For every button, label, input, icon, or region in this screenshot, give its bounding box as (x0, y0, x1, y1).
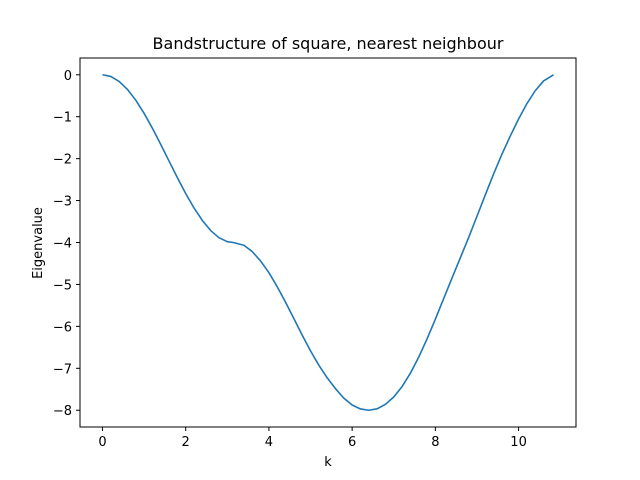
y-tick-label: 0 (64, 69, 72, 84)
x-tick-label: 0 (98, 435, 106, 450)
y-tick-label: −5 (53, 278, 72, 293)
x-tick-label: 4 (265, 435, 273, 450)
x-tick-label: 6 (348, 435, 356, 450)
y-tick-label: −1 (53, 111, 72, 126)
y-axis: 0 −1 −2 −3 −4 −5 −6 −7 −8 (53, 69, 80, 419)
chart-title: Bandstructure of square, nearest neighbo… (153, 34, 504, 53)
x-axis: 0 2 4 6 8 10 (98, 427, 527, 450)
x-tick-label: 8 (431, 435, 439, 450)
x-tick-label: 2 (182, 435, 190, 450)
x-tick-label: 10 (510, 435, 527, 450)
series-line-0 (102, 73, 554, 412)
x-axis-label: k (324, 455, 332, 470)
y-axis-label: Eigenvalue (31, 207, 46, 279)
plot-area (102, 73, 554, 412)
y-tick-label: −8 (53, 404, 72, 419)
y-tick-label: −3 (53, 195, 72, 210)
y-tick-label: −4 (53, 237, 72, 252)
y-tick-label: −2 (53, 153, 72, 168)
y-tick-label: −7 (53, 362, 72, 377)
y-tick-label: −6 (53, 320, 72, 335)
